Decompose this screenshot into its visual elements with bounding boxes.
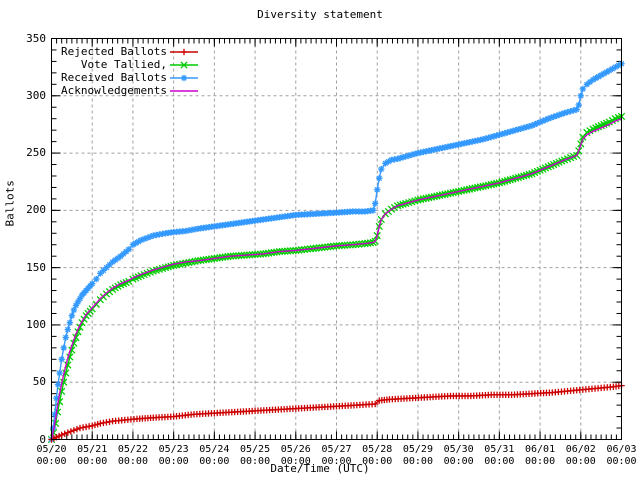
x-tick-label: 05/22 00:00 xyxy=(117,444,148,467)
series-received-ballots xyxy=(48,60,625,443)
gridlines xyxy=(51,38,622,440)
legend-label-0: Rejected Ballots xyxy=(61,45,167,58)
x-tick-label: 06/01 00:00 xyxy=(525,444,556,467)
x-tick-label: 05/31 00:00 xyxy=(484,444,515,467)
y-tick-label: 200 xyxy=(26,203,46,217)
x-tick-label: 06/03 00:00 xyxy=(606,444,637,467)
axis-ticks xyxy=(51,38,622,440)
x-tick-label: 05/27 00:00 xyxy=(321,444,352,467)
legend-swatch-marker xyxy=(180,48,188,56)
chart-title: Diversity statement xyxy=(257,8,383,21)
x-tick-label: 05/29 00:00 xyxy=(402,444,433,467)
legend-label-3: Acknowledgements xyxy=(61,84,167,97)
x-tick-label: 05/20 00:00 xyxy=(36,444,67,467)
y-tick-label: 0 xyxy=(39,432,46,446)
x-axis-label: Date/Time (UTC) xyxy=(270,462,370,475)
data-series-layer xyxy=(47,60,626,444)
y-tick-label: 300 xyxy=(26,88,46,102)
legend-label-2: Received Ballots xyxy=(61,71,167,84)
legend-label-1: Vote Tallied, xyxy=(80,58,167,71)
x-tick-label: 05/24 00:00 xyxy=(199,444,230,467)
y-tick-label: 100 xyxy=(26,317,46,331)
series-rejected-ballots xyxy=(48,382,625,443)
y-tick-label: 150 xyxy=(26,260,46,274)
y-tick-label: 50 xyxy=(32,375,46,389)
y-tick-label: 350 xyxy=(26,31,46,45)
x-tick-label: 05/28 00:00 xyxy=(362,444,393,467)
legend-swatch-marker xyxy=(180,74,188,82)
plot-frame xyxy=(51,38,622,440)
x-tick-label: 05/23 00:00 xyxy=(158,444,189,467)
x-tick-label: 06/02 00:00 xyxy=(565,444,596,467)
legend-swatches xyxy=(170,48,198,92)
x-tick-label: 05/25 00:00 xyxy=(240,444,271,467)
x-tick-label: 05/21 00:00 xyxy=(77,444,108,467)
legend-swatch-marker xyxy=(180,61,188,69)
x-tick-label: 05/26 00:00 xyxy=(280,444,311,467)
y-tick-label: 250 xyxy=(26,146,46,160)
x-tick-label: 05/30 00:00 xyxy=(443,444,474,467)
series-acknowledgements xyxy=(50,118,622,440)
